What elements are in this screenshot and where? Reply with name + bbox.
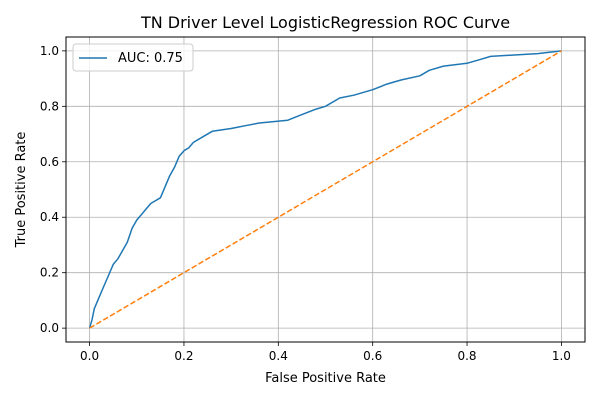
x-tick-label: 0.4 [269, 349, 288, 363]
axis-ticks: 0.0 0.2 0.4 0.6 0.8 1.0 0.0 0.2 0.4 0.6 0.8 1.0 [40, 44, 571, 363]
chart-title: TN Driver Level LogisticRegression ROC C… [140, 13, 510, 32]
x-axis-label: False Positive Rate [265, 371, 386, 386]
x-tick-label: 1.0 [552, 349, 571, 363]
y-tick-label: 0.2 [40, 266, 59, 280]
y-tick-label: 0.6 [40, 155, 59, 169]
x-tick-label: 0.2 [174, 349, 193, 363]
chance-diagonal-line [89, 50, 562, 329]
x-tick-label: 0.0 [80, 349, 99, 363]
legend-label-auc: AUC: 0.75 [118, 51, 183, 66]
x-tick-label: 0.8 [457, 349, 476, 363]
legend: AUC: 0.75 [72, 43, 194, 72]
x-tick-label: 0.6 [363, 349, 382, 363]
y-tick-label: 1.0 [40, 44, 59, 58]
y-tick-label: 0.8 [40, 99, 59, 113]
y-axis-label: True Positive Rate [14, 132, 29, 249]
y-tick-label: 0.0 [40, 321, 59, 335]
roc-curve-line [88, 50, 562, 329]
legend-box [72, 43, 194, 72]
y-tick-label: 0.4 [40, 210, 59, 224]
plot-area-frame [65, 36, 586, 343]
series-layer [88, 50, 562, 329]
